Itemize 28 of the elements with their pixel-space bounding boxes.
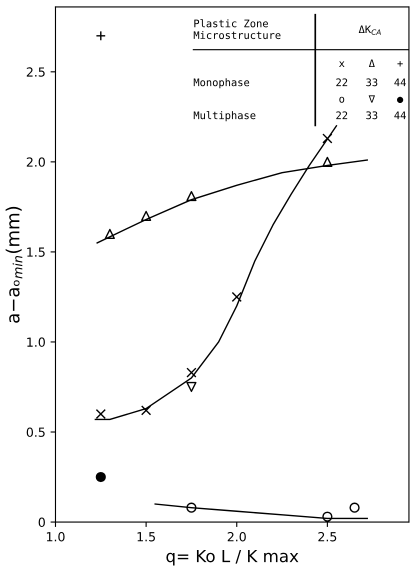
y-tick-label: 2.0 bbox=[26, 157, 45, 167]
x-axis-title: q= Ko L / K max bbox=[166, 550, 298, 566]
annotation: Monophase bbox=[194, 78, 250, 88]
x-tick-label: 1.5 bbox=[138, 532, 155, 542]
annotation: 33 bbox=[366, 78, 378, 86]
annotation: ∇ bbox=[368, 95, 376, 103]
annotation: 44 bbox=[394, 111, 406, 120]
y-tick-label: 0 bbox=[38, 518, 45, 527]
annotation: Plastic Zone Microstructure bbox=[194, 19, 281, 40]
y-tick-label: 1.0 bbox=[27, 337, 45, 347]
annotation: 33 bbox=[366, 111, 378, 120]
y-tick-label: 2.5 bbox=[26, 67, 45, 77]
annotation: o bbox=[339, 96, 344, 103]
annotation: 44 bbox=[394, 78, 406, 86]
x-tick-label: 2.5 bbox=[318, 532, 336, 542]
annotation: Multiphase bbox=[194, 111, 256, 122]
x-tick-label: 1.0 bbox=[46, 532, 65, 542]
annotation: Δ bbox=[368, 59, 375, 68]
annotation: 22 bbox=[336, 111, 348, 120]
y-axis-title: a−aₒ$_{min}$(mm) bbox=[6, 206, 22, 323]
annotation: ● bbox=[397, 96, 404, 104]
annotation: ΔK$_{CA}$ bbox=[358, 25, 381, 35]
x-tick-label: 2.0 bbox=[228, 532, 246, 542]
y-tick-label: 0.5 bbox=[26, 427, 45, 437]
y-tick-label: 1.5 bbox=[27, 248, 45, 257]
annotation: 22 bbox=[336, 78, 348, 86]
annotation: + bbox=[397, 61, 403, 66]
annotation: x bbox=[339, 61, 345, 68]
